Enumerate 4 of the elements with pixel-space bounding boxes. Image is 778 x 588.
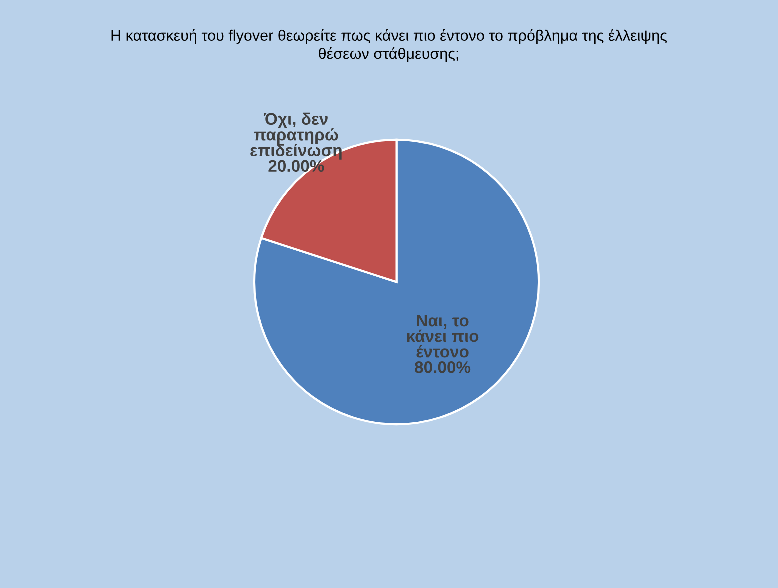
chart-title: Η κατασκευή του flyover θεωρείτε πως κάνει πιο έντονο το πρόβλημα της έλλειψης θέσεων στάθμευσης; (112, 29, 667, 62)
slice-label: Ναι, το κάνει πιο έντονο (407, 315, 479, 358)
data-label: 80.00% (415, 362, 471, 374)
slice-label: Όχι, δεν παρατηρώ επιδείνωση (250, 112, 342, 160)
